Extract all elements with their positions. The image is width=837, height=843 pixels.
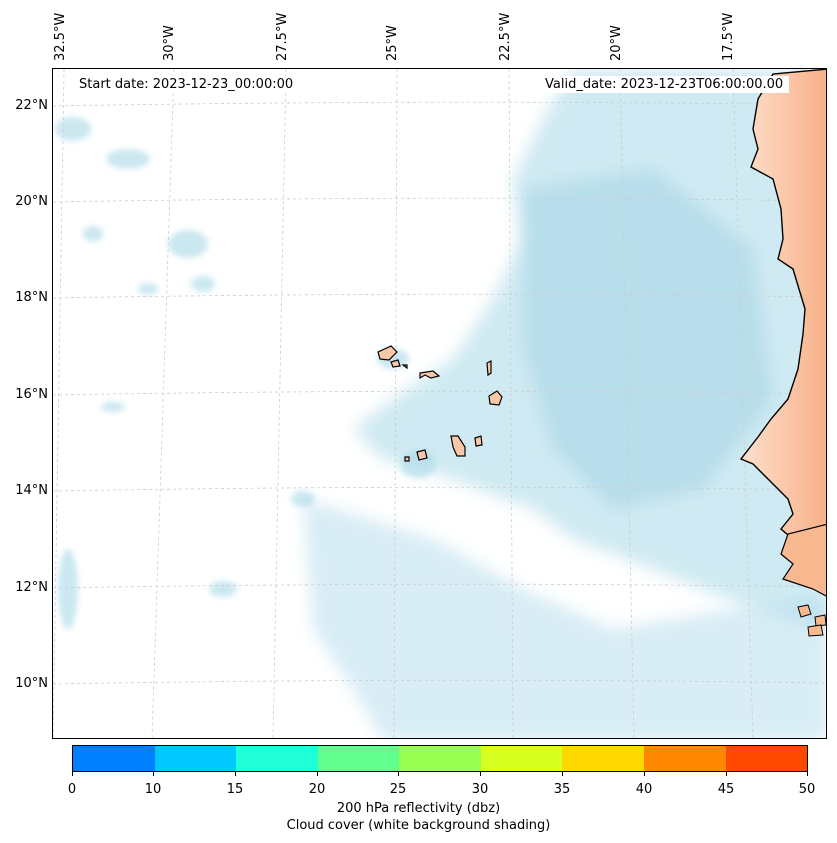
colorbar-tickmark	[153, 772, 154, 776]
guinea-bissau-coast	[780, 523, 826, 597]
island-sao-vicente	[390, 359, 401, 368]
island-boa-vista	[488, 390, 503, 406]
island-brava	[404, 456, 410, 462]
lon-label-27-5w: 27.5°W	[275, 12, 290, 61]
colorbar-segment-20-25	[317, 746, 400, 771]
colorbar-segment-10-15	[154, 746, 237, 771]
island-fogo	[416, 449, 428, 461]
map-frame	[52, 68, 827, 739]
valid-date-label: Valid_date: 2023-12-23T06:00:00.00	[539, 76, 790, 93]
cloud-band-south	[303, 499, 826, 738]
gridlines	[53, 69, 826, 738]
colorbar-tickmark	[72, 772, 73, 776]
colorbar-tick-25: 25	[389, 782, 407, 797]
lon-label-20w: 20°W	[609, 25, 624, 61]
map-canvas	[53, 69, 826, 738]
island-santiago	[450, 435, 466, 457]
colorbar-segment-25-30	[399, 746, 481, 771]
colorbar-tick-50: 50	[798, 782, 816, 797]
colorbar-segment-40-45	[643, 746, 726, 771]
colorbar-segment-15-20	[236, 746, 318, 771]
colorbar-segment-35-40	[562, 746, 644, 771]
colorbar-tickmark	[235, 772, 236, 776]
colorbar-tick-30: 30	[471, 782, 489, 797]
colorbar-tick-35: 35	[553, 782, 571, 797]
lat-label-22n: 22°N	[15, 98, 48, 113]
colorbar-sublabel: Cloud cover (white background shading)	[286, 818, 551, 833]
colorbar-tickmark	[398, 772, 399, 776]
lat-label-18n: 18°N	[15, 290, 48, 305]
colorbar-tickmark	[562, 772, 563, 776]
bijagos-islands	[797, 604, 826, 637]
lat-label-20n: 20°N	[15, 194, 48, 209]
lat-label-12n: 12°N	[15, 580, 48, 595]
colorbar-segment-30-35	[480, 746, 563, 771]
colorbar-tickmark	[807, 772, 808, 776]
colorbar-segment-45-50	[725, 746, 808, 771]
colorbar-segment-0-10	[73, 746, 155, 771]
island-santo-antao	[377, 345, 398, 361]
island-sao-nicolau	[419, 370, 441, 380]
colorbar-tick-10: 10	[144, 782, 162, 797]
colorbar-tick-0: 0	[67, 782, 77, 797]
colorbar-tickmark	[644, 772, 645, 776]
lon-label-32-5w: 32.5°W	[53, 12, 68, 61]
colorbar-tickmark	[480, 772, 481, 776]
colorbar-tick-40: 40	[635, 782, 653, 797]
cape-verde-islands	[377, 345, 503, 462]
colorbar-tick-15: 15	[226, 782, 244, 797]
lon-label-25w: 25°W	[385, 25, 400, 61]
colorbar-tick-20: 20	[308, 782, 326, 797]
lat-label-10n: 10°N	[15, 676, 48, 691]
lat-label-16n: 16°N	[15, 387, 48, 402]
colorbar	[72, 745, 808, 772]
lon-label-17-5w: 17.5°W	[721, 12, 736, 61]
colorbar-tick-45: 45	[717, 782, 735, 797]
cloud-band-core	[523, 169, 773, 509]
start-date-label: Start date: 2023-12-23_00:00:00	[73, 76, 300, 93]
island-maio	[474, 435, 483, 447]
lon-label-22-5w: 22.5°W	[498, 12, 513, 61]
colorbar-label: 200 hPa reflectivity (dbz)	[336, 801, 501, 816]
island-santa-luzia	[401, 364, 408, 370]
cloud-cover-shading	[55, 69, 826, 738]
island-sal	[486, 360, 492, 377]
lat-label-14n: 14°N	[15, 483, 48, 498]
colorbar-tickmark	[317, 772, 318, 776]
lon-label-30w: 30°W	[162, 25, 177, 61]
colorbar-tickmark	[726, 772, 727, 776]
